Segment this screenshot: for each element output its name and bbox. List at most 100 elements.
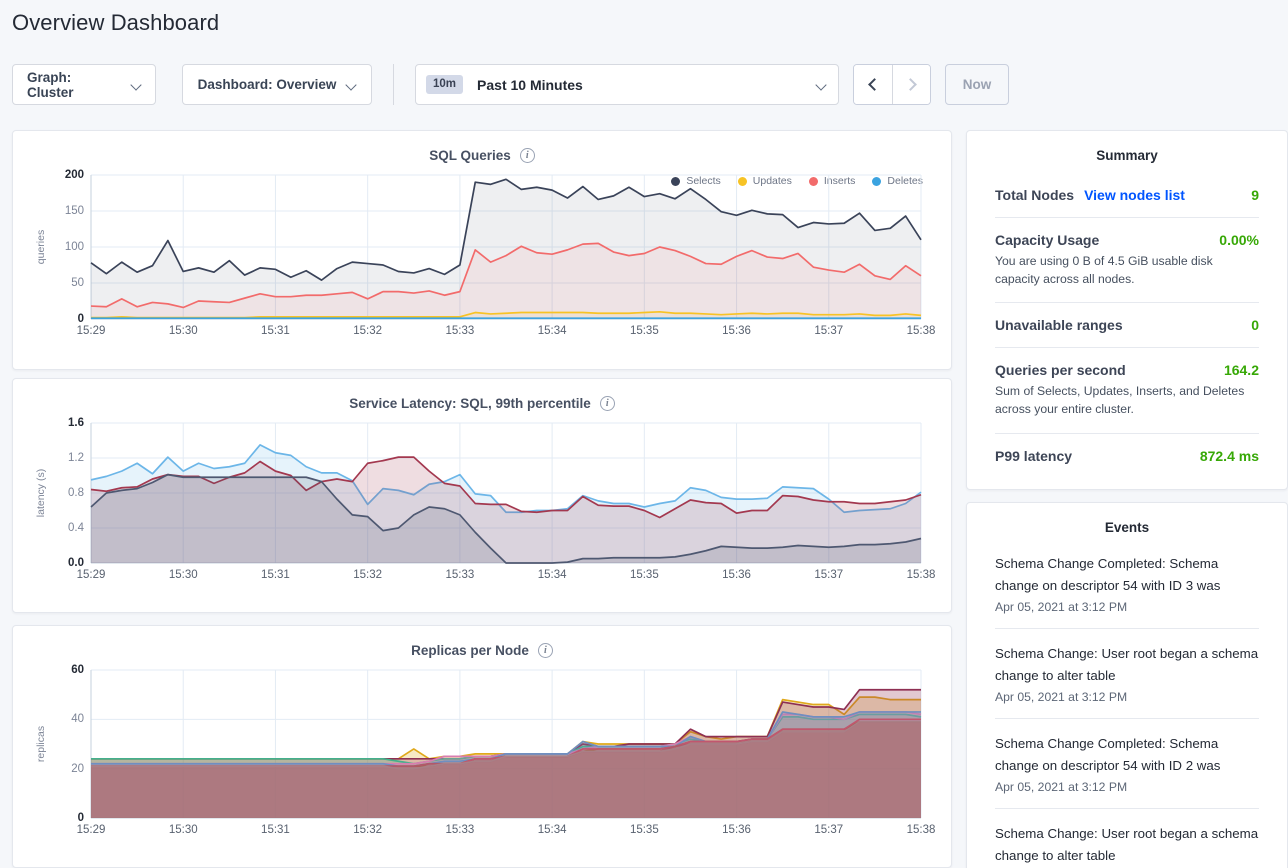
- toolbar-divider: [393, 64, 394, 105]
- info-icon[interactable]: i: [599, 396, 615, 411]
- x-axis-tick: 15:33: [445, 824, 475, 836]
- legend-dot-icon: [737, 176, 747, 186]
- y-axis-tick: 200: [64, 169, 84, 181]
- summary-row: Capacity Usage 0.00%: [995, 218, 1259, 248]
- series-area-node-5: [91, 711, 921, 818]
- event-item[interactable]: Schema Change Completed: Schema change o…: [995, 539, 1259, 614]
- y-axis-tick: 1.6: [68, 417, 84, 429]
- events-card: Events Schema Change Completed: Schema c…: [966, 502, 1288, 868]
- y-axis-tick: 40: [71, 713, 84, 726]
- x-axis-tick: 15:32: [353, 824, 383, 836]
- prev-range-button[interactable]: [854, 65, 892, 104]
- legend-dot-icon: [872, 176, 882, 186]
- series-line-Selects: [90, 178, 922, 281]
- plot-latency-svg: [90, 422, 922, 564]
- y-axis-label: replicas: [35, 725, 47, 763]
- summary-value: 0.00%: [1219, 232, 1259, 248]
- summary-description: You are using 0 B of 4.5 GiB usable disk…: [995, 254, 1213, 286]
- time-range-badge: 10m: [426, 75, 464, 94]
- y-axis-tick: 1.2: [68, 452, 84, 464]
- chevron-right-icon: [903, 78, 917, 91]
- event-text: Schema Change: User root began a schema …: [995, 825, 1259, 863]
- summary-key: Capacity Usage: [995, 232, 1100, 248]
- legend-item-deletes[interactable]: Deletes: [872, 175, 923, 187]
- info-icon[interactable]: i: [519, 148, 535, 163]
- summary-body: Total Nodes View nodes list 9 Capacity Usag…: [967, 163, 1287, 464]
- time-range-select[interactable]: 10m Past 10 Minutes: [415, 64, 839, 105]
- chart-title-text: Service Latency: SQL, 99th percentile: [349, 396, 591, 411]
- legend-item-inserts[interactable]: Inserts: [808, 175, 855, 187]
- x-axis-tick: 15:30: [168, 569, 198, 581]
- x-axis-tick: 15:37: [814, 325, 844, 337]
- dashboard-select-label: Dashboard: Overview: [197, 77, 337, 92]
- summary-value: 9: [1251, 187, 1259, 203]
- divider: [995, 347, 1259, 349]
- time-range-label: Past 10 Minutes: [477, 76, 583, 93]
- y-axis-label: queries: [35, 229, 47, 265]
- series-area-node-9: [91, 721, 921, 818]
- event-item[interactable]: Schema Change: User root began a schema …: [995, 629, 1259, 704]
- y-axis-tick: 50: [71, 277, 84, 289]
- next-range-button[interactable]: [892, 65, 930, 104]
- graph-select-label: Graph: Cluster: [27, 69, 74, 100]
- graph-select[interactable]: Graph: Cluster: [12, 64, 156, 105]
- chevron-down-icon: [346, 80, 356, 90]
- summary-row-left: P99 latency: [995, 448, 1072, 464]
- sql-queries-title: SQL Queries i: [13, 148, 951, 163]
- series-area-node-2: [91, 697, 921, 818]
- series-line-Inserts: [90, 242, 922, 309]
- info-icon[interactable]: i: [537, 643, 553, 658]
- series-line-node-light-blue: [90, 444, 922, 514]
- divider: [995, 432, 1259, 434]
- x-axis-tick: 15:32: [353, 569, 383, 581]
- x-axis-tick: 15:36: [722, 824, 751, 836]
- legend-item-updates[interactable]: Updates: [737, 175, 792, 187]
- series-area-Inserts: [91, 243, 921, 319]
- summary-key: Queries per second: [995, 362, 1126, 379]
- y-axis-tick: 60: [71, 664, 84, 676]
- divider: [995, 217, 1259, 218]
- summary-row: P99 latency 872.4 ms: [995, 434, 1259, 464]
- y-axis-tick: 0.4: [68, 522, 84, 534]
- series-area-node-3: [91, 714, 921, 818]
- x-axis-tick: 15:35: [629, 325, 659, 337]
- x-axis-tick: 15:36: [722, 569, 751, 581]
- sql-queries-legend: Selects Updates Inserts Deletes: [671, 175, 923, 187]
- series-area-Selects: [91, 179, 921, 319]
- summary-row-left: Total Nodes View nodes list: [995, 187, 1185, 203]
- x-axis-tick: 15:38: [906, 569, 936, 581]
- sql-queries-plot: 0 50 100 150 200 queries 15:29 15:30 15:31 15:32 1…: [13, 163, 951, 345]
- chevron-down-icon: [816, 80, 826, 90]
- x-axis-tick: 15:34: [537, 325, 567, 337]
- y-axis-label: latency (s): [35, 468, 47, 518]
- series-line-node-9: [91, 720, 921, 770]
- time-nav-group: [853, 64, 931, 105]
- chevron-left-icon: [868, 78, 881, 91]
- summary-title: Summary: [1096, 148, 1158, 163]
- event-item[interactable]: Schema Change Completed: Schema change o…: [995, 719, 1259, 794]
- x-axis-tick: 15:34: [537, 569, 567, 581]
- x-axis-tick: 15:34: [537, 824, 567, 836]
- divider: [995, 627, 1259, 629]
- view-nodes-list-link[interactable]: View nodes list: [1084, 187, 1185, 203]
- x-axis-tick: 15:29: [76, 569, 106, 581]
- toolbar: Graph: Cluster Dashboard: Overview 10m P…: [12, 64, 1009, 105]
- dashboard-select[interactable]: Dashboard: Overview: [182, 64, 372, 105]
- legend-label: Deletes: [887, 175, 923, 187]
- replicas-per-node-title: Replicas per Node i: [13, 643, 951, 658]
- summary-key: P99 latency: [995, 447, 1073, 464]
- x-axis-tick: 15:38: [906, 824, 936, 836]
- x-axis-tick: 15:37: [814, 569, 844, 581]
- summary-card: Summary Total Nodes View nodes list 9 Capac…: [966, 130, 1288, 490]
- events-title: Events: [1104, 520, 1150, 535]
- chevron-down-icon: [131, 80, 141, 90]
- now-button[interactable]: Now: [945, 64, 1009, 105]
- legend-item-selects[interactable]: Selects: [671, 175, 721, 187]
- x-axis-tick: 15:37: [814, 824, 844, 836]
- summary-row-left: Unavailable ranges: [995, 317, 1123, 333]
- y-axis-tick: 0: [77, 313, 84, 325]
- event-item[interactable]: Schema Change: User root began a schema …: [995, 809, 1259, 868]
- legend-dot-icon: [808, 176, 818, 186]
- divider: [995, 807, 1259, 809]
